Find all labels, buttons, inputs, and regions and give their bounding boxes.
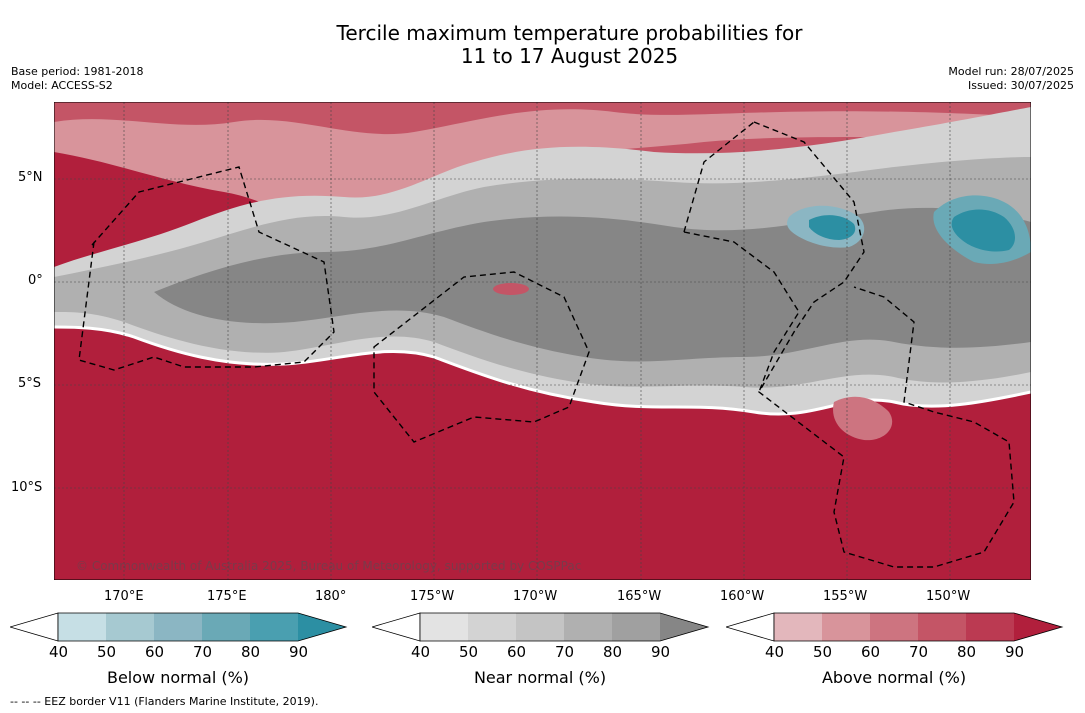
eez-border-cook-north — [683, 121, 755, 233]
cb-near-tick-60: 60 — [507, 643, 527, 661]
lon-tick-175e: 175°E — [207, 589, 247, 604]
near-normal-region-dark — [154, 207, 1031, 362]
eez-borders — [78, 121, 1015, 568]
cb-below-tick-90: 90 — [289, 643, 309, 661]
cb-below-label: Below normal (%) — [106, 668, 250, 687]
cb-above-label: Above normal (%) — [821, 668, 967, 687]
chart-title: Tercile maximum temperature probabilitie… — [0, 22, 1085, 68]
cb-below-tick-70: 70 — [193, 643, 213, 661]
lon-tick-180: 180° — [315, 589, 347, 604]
cb-near-label: Near normal (%) — [473, 668, 607, 687]
lat-tick-5s: 5°S — [18, 376, 42, 391]
model-name: Model: ACCESS-S2 — [11, 79, 113, 92]
cb-above-tick-70: 70 — [909, 643, 929, 661]
gridlines — [54, 102, 1031, 580]
colorbar-near-normal — [372, 612, 710, 642]
above-normal-spot — [493, 283, 529, 295]
eez-border-kiribati-west — [78, 166, 335, 371]
lon-tick-170e: 170°E — [104, 589, 144, 604]
eez-border-kiribati-central — [753, 121, 1015, 568]
eez-border-cook-mid — [683, 231, 800, 393]
map-copyright: © Commonwealth of Australia 2025, Bureau… — [76, 559, 581, 573]
cb-near-tick-40: 40 — [411, 643, 431, 661]
lat-tick-0: 0° — [28, 273, 43, 288]
below-normal-region-east-core — [951, 209, 1016, 252]
title-line-2: 11 to 17 August 2025 — [460, 44, 679, 68]
model-run: Model run: 28/07/2025 — [948, 65, 1074, 78]
cb-near-tick-50: 50 — [459, 643, 479, 661]
lon-tick-160w: 160°W — [720, 589, 765, 604]
colorbar-above-normal — [726, 612, 1064, 642]
lon-tick-155w: 155°W — [823, 589, 868, 604]
meta-right: Model run: 28/07/2025 Issued: 30/07/2025 — [948, 65, 1074, 93]
eez-border-tuvalu — [373, 271, 590, 443]
lon-tick-165w: 165°W — [617, 589, 662, 604]
cb-above-tick-90: 90 — [1005, 643, 1025, 661]
cb-near-tick-80: 80 — [603, 643, 623, 661]
cb-below-tick-60: 60 — [145, 643, 165, 661]
lat-tick-10s: 10°S — [11, 480, 43, 495]
title-line-1: Tercile maximum temperature probabilitie… — [336, 21, 803, 45]
cb-near-tick-70: 70 — [555, 643, 575, 661]
base-period: Base period: 1981-2018 — [11, 65, 144, 78]
eez-footnote: -- -- -- EEZ border V11 (Flanders Marine… — [10, 695, 319, 708]
lon-tick-175w: 175°W — [410, 589, 455, 604]
colorbar-below-normal — [10, 612, 348, 642]
above-normal-region-southeast — [833, 396, 893, 441]
below-normal-region-central-core — [809, 215, 856, 240]
cb-near-tick-90: 90 — [651, 643, 671, 661]
cb-below-tick-50: 50 — [97, 643, 117, 661]
map-panel: © Commonwealth of Australia 2025, Bureau… — [54, 102, 1031, 580]
lon-tick-170w: 170°W — [513, 589, 558, 604]
issued-date: Issued: 30/07/2025 — [967, 79, 1074, 92]
cb-above-tick-80: 80 — [957, 643, 977, 661]
meta-left: Base period: 1981-2018 Model: ACCESS-S2 — [11, 65, 143, 93]
cb-below-tick-80: 80 — [241, 643, 261, 661]
lat-tick-5n: 5°N — [18, 170, 43, 185]
cb-above-tick-60: 60 — [861, 643, 881, 661]
cb-above-tick-40: 40 — [765, 643, 785, 661]
cb-below-tick-40: 40 — [49, 643, 69, 661]
lon-tick-150w: 150°W — [926, 589, 971, 604]
cb-above-tick-50: 50 — [813, 643, 833, 661]
